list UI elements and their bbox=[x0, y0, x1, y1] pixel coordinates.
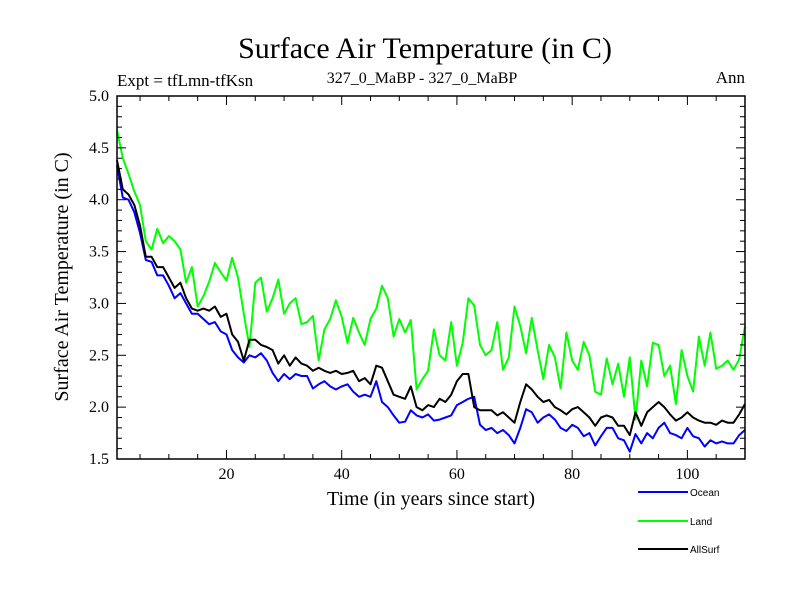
y-tick-label: 2.5 bbox=[89, 347, 109, 364]
series-line-ocean bbox=[116, 165, 746, 453]
legend-label-ocean: Ocean bbox=[690, 488, 719, 499]
y-tick-label: 4.0 bbox=[89, 192, 109, 209]
y-tick-label: 5.0 bbox=[89, 88, 109, 105]
legend-label-land: Land bbox=[690, 517, 712, 528]
x-tick-label: 60 bbox=[449, 466, 465, 483]
legend-label-allsurf: AllSurf bbox=[690, 545, 720, 556]
season-label: Ann bbox=[716, 68, 746, 87]
chart-title: Surface Air Temperature (in C) bbox=[238, 32, 612, 65]
y-tick-label: 1.5 bbox=[89, 451, 109, 468]
y-tick-label: 3.0 bbox=[89, 295, 109, 312]
x-tick-label: 40 bbox=[334, 466, 350, 483]
x-axis-label: Time (in years since start) bbox=[327, 488, 535, 510]
x-tick-label: 20 bbox=[218, 466, 234, 483]
series-line-land bbox=[116, 129, 746, 421]
y-axis-label: Surface Air Temperature (in C) bbox=[51, 152, 73, 401]
period-label: 327_0_MaBP - 327_0_MaBP bbox=[327, 70, 518, 87]
plot-frame bbox=[116, 95, 746, 460]
series-line-allsurf bbox=[116, 160, 746, 437]
y-tick-label: 2.0 bbox=[89, 399, 109, 416]
x-tick-label: 80 bbox=[564, 466, 580, 483]
x-tick-label: 100 bbox=[675, 466, 699, 483]
experiment-label: Expt = tfLmn-tfKsn bbox=[117, 71, 254, 90]
y-tick-label: 4.5 bbox=[89, 140, 109, 157]
y-tick-label: 3.5 bbox=[89, 244, 109, 261]
